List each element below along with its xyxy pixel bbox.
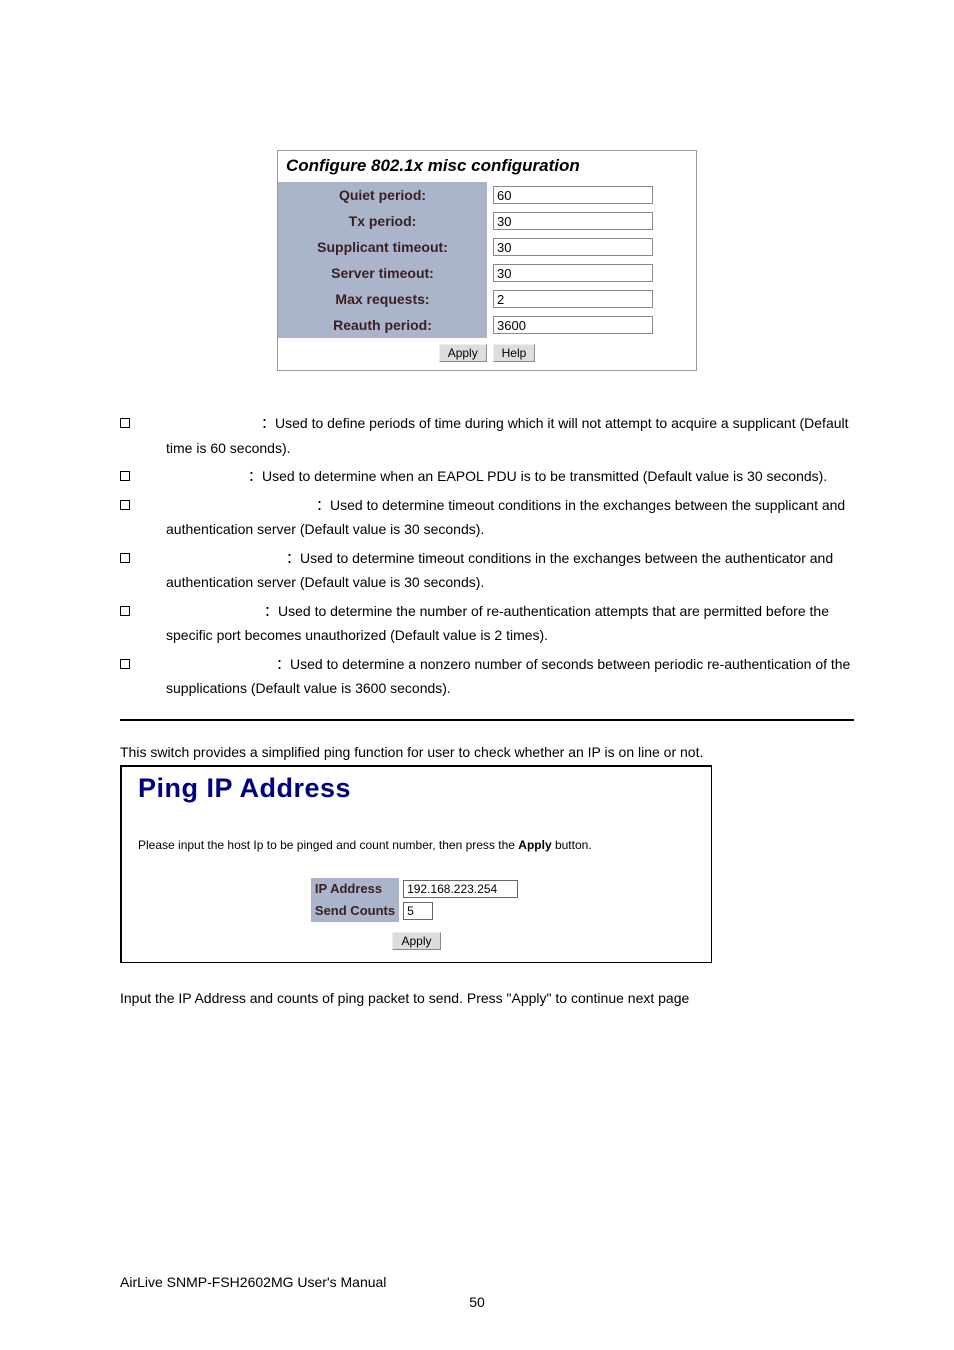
table-row: Send Counts: [311, 900, 522, 922]
ping-form-table: IP Address Send Counts: [311, 878, 522, 922]
config-row-input-cell: [487, 312, 696, 338]
help-button[interactable]: Help: [493, 344, 536, 362]
bullet-text: ：Used to determine timeout conditions in…: [166, 546, 854, 595]
config-panel: Configure 802.1x misc configuration Quie…: [277, 150, 697, 371]
ping-panel: Ping IP Address Please input the host Ip…: [120, 765, 712, 963]
bullet-body: ：Used to determine timeout conditions in…: [166, 550, 833, 591]
ping-instr-prefix: Please input the host Ip to be pinged an…: [138, 838, 518, 852]
ip-address-input[interactable]: [403, 880, 518, 898]
ping-instr-suffix: button.: [552, 838, 592, 852]
bullet-text: ：Used to determine the number of re-auth…: [166, 599, 854, 648]
ip-address-cell: [399, 878, 522, 900]
config-row-input-cell: [487, 286, 696, 312]
max-requests-input[interactable]: [493, 290, 653, 308]
bullet-body: ：Used to define periods of time during w…: [166, 415, 849, 456]
ping-intro-text: This switch provides a simplified ping f…: [120, 741, 854, 763]
send-counts-label: Send Counts: [311, 900, 399, 922]
config-table: Quiet period: Tx period: Supplicant time…: [278, 182, 696, 338]
parameter-bullet-list: ：Used to define periods of time during w…: [120, 411, 854, 701]
tx-period-input[interactable]: [493, 212, 653, 230]
section-divider: [120, 719, 854, 721]
reauth-period-input[interactable]: [493, 316, 653, 334]
bullet-body: ：Used to determine timeout conditions in…: [166, 497, 845, 538]
square-bullet-icon: [120, 659, 130, 669]
ping-instr-bold: Apply: [518, 838, 551, 852]
list-item: ：Used to determine when an EAPOL PDU is …: [120, 464, 854, 489]
ip-address-label: IP Address: [311, 878, 399, 900]
bullet-text: ：Used to determine a nonzero number of s…: [166, 652, 854, 701]
config-row-label: Supplicant timeout:: [278, 234, 487, 260]
table-row: Max requests:: [278, 286, 696, 312]
table-row: Quiet period:: [278, 182, 696, 208]
config-title: Configure 802.1x misc configuration: [278, 151, 696, 182]
config-row-label: Quiet period:: [278, 182, 487, 208]
bullet-body: ：Used to determine a nonzero number of s…: [166, 656, 850, 697]
table-row: Supplicant timeout:: [278, 234, 696, 260]
ping-title: Ping IP Address: [138, 773, 695, 804]
square-bullet-icon: [120, 418, 130, 428]
config-row-input-cell: [487, 208, 696, 234]
ping-button-row: Apply: [138, 932, 695, 950]
config-row-label: Max requests:: [278, 286, 487, 312]
config-row-label: Server timeout:: [278, 260, 487, 286]
table-row: IP Address: [311, 878, 522, 900]
ping-after-text: Input the IP Address and counts of ping …: [120, 987, 854, 1009]
table-row: Server timeout:: [278, 260, 696, 286]
send-counts-cell: [399, 900, 522, 922]
list-item: ：Used to determine a nonzero number of s…: [120, 652, 854, 701]
square-bullet-icon: [120, 606, 130, 616]
bullet-body: ：Used to determine when an EAPOL PDU is …: [248, 468, 827, 484]
footer-manual-name: AirLive SNMP-FSH2602MG User's Manual: [120, 1274, 386, 1290]
list-item: ：Used to determine timeout conditions in…: [120, 493, 854, 542]
list-item: ：Used to determine timeout conditions in…: [120, 546, 854, 595]
bullet-text: ：Used to determine when an EAPOL PDU is …: [166, 464, 854, 489]
send-counts-input[interactable]: [403, 902, 433, 920]
config-row-input-cell: [487, 182, 696, 208]
bullet-text: ：Used to determine timeout conditions in…: [166, 493, 854, 542]
page-number: 50: [0, 1294, 954, 1310]
config-button-row: Apply Help: [278, 338, 696, 370]
config-row-label: Reauth period:: [278, 312, 487, 338]
supplicant-timeout-input[interactable]: [493, 238, 653, 256]
square-bullet-icon: [120, 500, 130, 510]
server-timeout-input[interactable]: [493, 264, 653, 282]
ping-instruction: Please input the host Ip to be pinged an…: [138, 838, 695, 852]
ping-apply-button[interactable]: Apply: [392, 932, 440, 950]
square-bullet-icon: [120, 471, 130, 481]
apply-button[interactable]: Apply: [439, 344, 487, 362]
bullet-text: ：Used to define periods of time during w…: [166, 411, 854, 460]
square-bullet-icon: [120, 553, 130, 563]
config-row-label: Tx period:: [278, 208, 487, 234]
list-item: ：Used to define periods of time during w…: [120, 411, 854, 460]
table-row: Reauth period:: [278, 312, 696, 338]
quiet-period-input[interactable]: [493, 186, 653, 204]
bullet-body: ：Used to determine the number of re-auth…: [166, 603, 829, 644]
config-row-input-cell: [487, 260, 696, 286]
table-row: Tx period:: [278, 208, 696, 234]
list-item: ：Used to determine the number of re-auth…: [120, 599, 854, 648]
config-row-input-cell: [487, 234, 696, 260]
